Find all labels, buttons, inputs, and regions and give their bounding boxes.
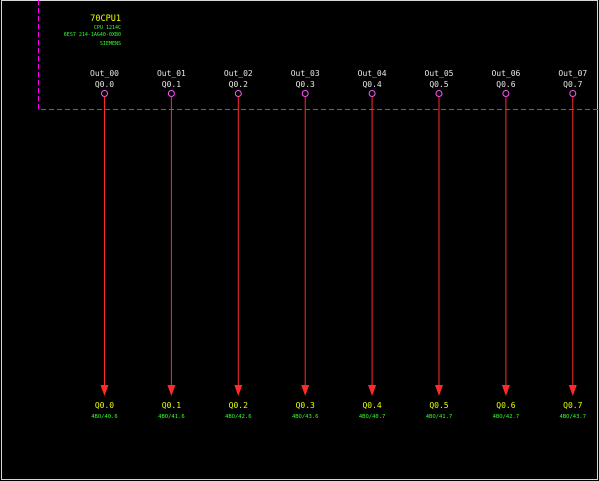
wire-end-label: Q0.1 (162, 401, 181, 410)
module-order-number: 6ES7 214-1AG40-0XB0 (64, 32, 121, 38)
wire-end-label: Q0.4 (362, 401, 381, 410)
wire-arrow-icon (368, 385, 377, 396)
plc-module-frame[interactable] (38, 0, 599, 110)
module-type: CPU 1214C (94, 25, 121, 31)
module-vendor: SIEMENS (100, 41, 121, 47)
output-name-label: Out_06 (491, 69, 520, 78)
output-name-label: Out_01 (157, 69, 186, 78)
output-channel[interactable]: Out_06 Q0.6 Q0.6 4BO/42.7 (491, 69, 520, 420)
output-name-label: Out_07 (558, 69, 587, 78)
wire-cross-reference: 4BO/41.7 (426, 414, 453, 420)
wire-end-label: Q0.0 (95, 401, 114, 410)
output-address-label: Q0.4 (362, 80, 381, 89)
wire-arrow-icon (167, 385, 176, 396)
wire-arrow-icon (301, 385, 310, 396)
wire-cross-reference: 4BO/42.6 (225, 414, 252, 420)
terminal-circle (368, 90, 376, 97)
wire-arrow-icon (501, 385, 510, 396)
output-name-label: Out_00 (90, 69, 119, 78)
output-address-label: Q0.2 (229, 80, 248, 89)
output-channel[interactable]: Out_07 Q0.7 Q0.7 4BO/43.7 (558, 69, 587, 420)
wire-cross-reference: 4BO/40.6 (91, 414, 118, 420)
wire-cross-reference: 4BO/40.7 (359, 414, 386, 420)
wire-end-label: Q0.6 (496, 401, 515, 410)
output-channels: Out_00 Q0.0 Q0.0 4BO/40.6 Out_01 Q0.1 Q0.1 4BO/… (90, 69, 587, 420)
wire-end-label: Q0.2 (229, 401, 248, 410)
wire-end-label: Q0.5 (429, 401, 448, 410)
output-channel[interactable]: Out_01 Q0.1 Q0.1 4BO/41.6 (157, 69, 186, 420)
output-name-label: Out_05 (425, 69, 454, 78)
output-name-label: Out_04 (358, 69, 387, 78)
output-address-label: Q0.5 (429, 80, 448, 89)
terminal-circle (569, 90, 577, 97)
wire-end-label: Q0.7 (563, 401, 582, 410)
output-address-label: Q0.3 (296, 80, 315, 89)
output-address-label: Q0.0 (95, 80, 114, 89)
terminal-circle (167, 90, 175, 97)
output-address-label: Q0.1 (162, 80, 181, 89)
terminal-circle (301, 90, 309, 97)
output-address-label: Q0.6 (496, 80, 515, 89)
wire-cross-reference: 4BO/43.7 (560, 414, 587, 420)
output-channel[interactable]: Out_04 Q0.4 Q0.4 4BO/40.7 (358, 69, 387, 420)
terminal-circle (101, 90, 108, 97)
output-channel[interactable]: Out_03 Q0.3 Q0.3 4BO/43.6 (291, 69, 320, 420)
wire-cross-reference: 4BO/43.6 (292, 414, 319, 420)
wire-cross-reference: 4BO/42.7 (493, 414, 520, 420)
terminal-circle (234, 90, 242, 97)
wire-cross-reference: 4BO/41.6 (158, 414, 185, 420)
output-channel[interactable]: Out_00 Q0.0 Q0.0 4BO/40.6 (90, 69, 119, 420)
output-name-label: Out_02 (224, 69, 253, 78)
wire-arrow-icon (234, 385, 243, 396)
module-name: 70CPU1 (90, 14, 121, 24)
output-channel[interactable]: Out_02 Q0.2 Q0.2 4BO/42.6 (224, 69, 253, 420)
wire-arrow-icon (568, 385, 577, 396)
terminal-circle (435, 90, 443, 97)
output-name-label: Out_03 (291, 69, 320, 78)
wire-end-label: Q0.3 (296, 401, 315, 410)
output-channel[interactable]: Out_05 Q0.5 Q0.5 4BO/41.7 (425, 69, 454, 420)
output-address-label: Q0.7 (563, 80, 582, 89)
wire-arrow-icon (100, 385, 109, 396)
wire-arrow-icon (435, 385, 443, 396)
terminal-circle (502, 90, 510, 97)
